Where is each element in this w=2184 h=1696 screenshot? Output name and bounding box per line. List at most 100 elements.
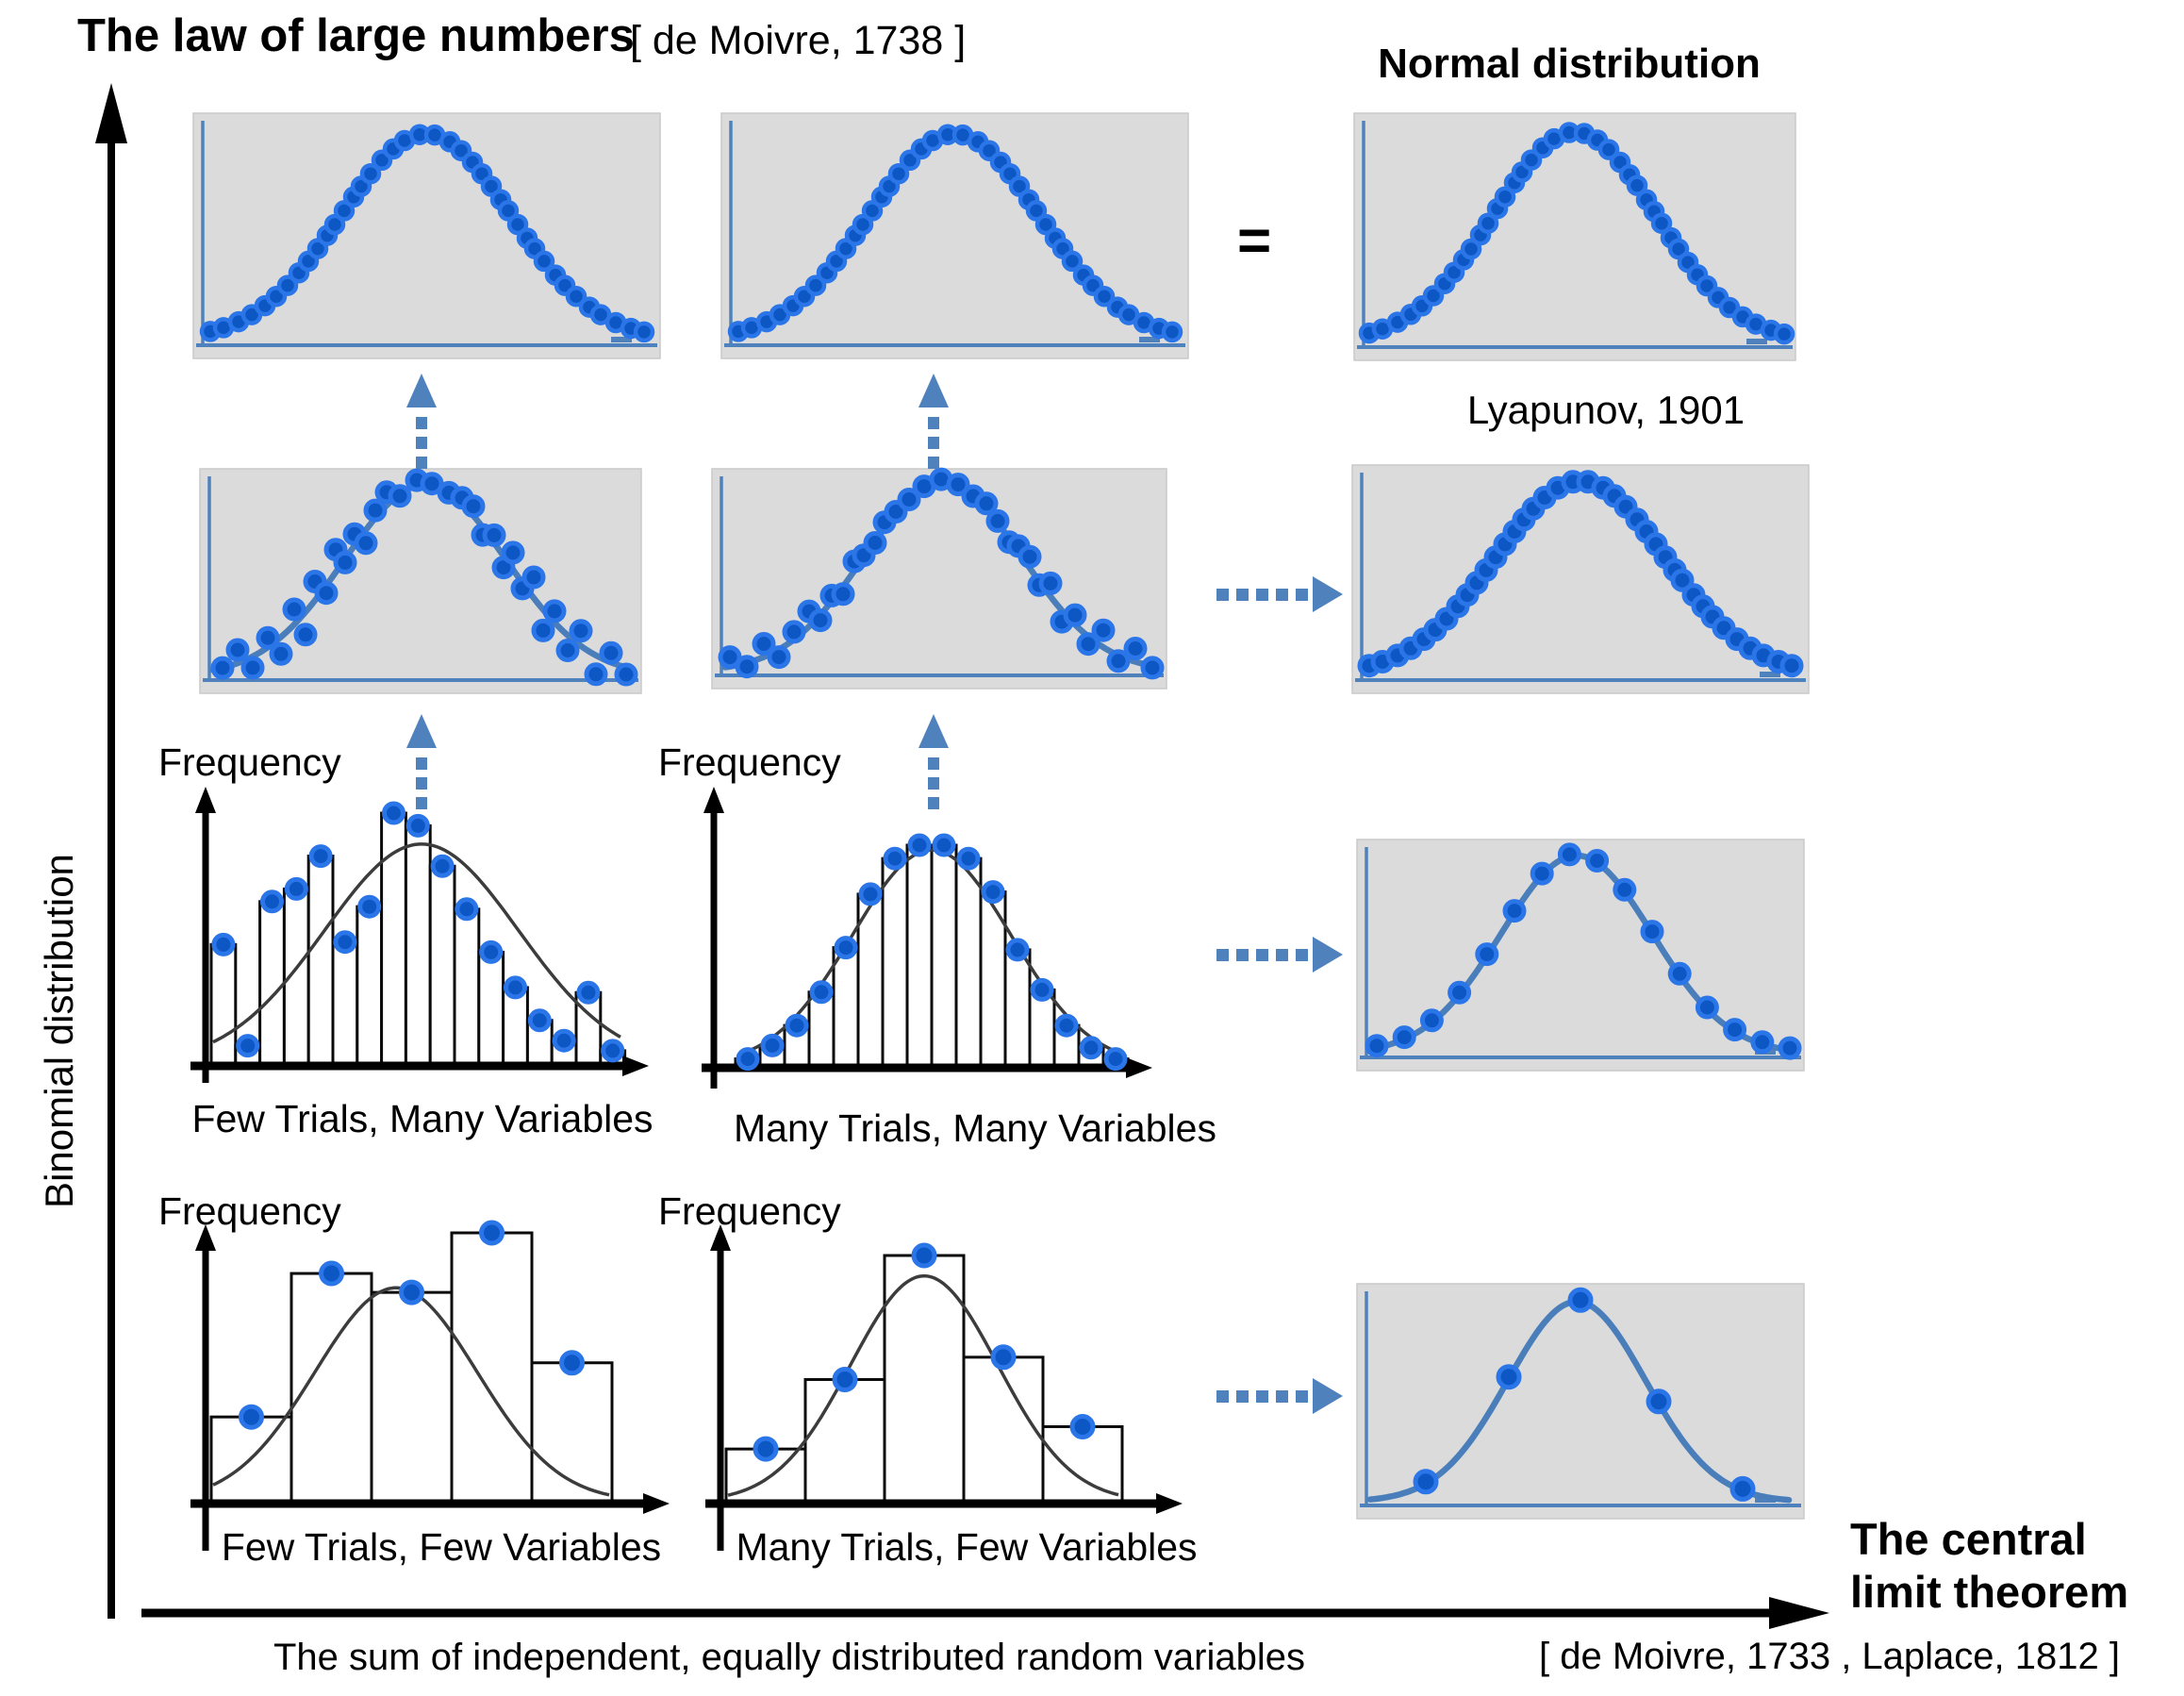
dashed-right-arrow-icon <box>1216 937 1343 973</box>
panel-background <box>192 112 661 359</box>
data-dot <box>1494 186 1516 208</box>
data-dot <box>388 484 412 508</box>
data-dot <box>1025 200 1048 222</box>
data-dot <box>314 581 339 606</box>
data-dot <box>333 930 357 955</box>
data-dot <box>506 213 529 236</box>
data-dot <box>1640 920 1664 944</box>
histogram-bar <box>832 946 860 1070</box>
dash <box>1256 949 1268 961</box>
data-dot <box>858 882 883 906</box>
data-dot <box>225 638 250 662</box>
dash <box>928 797 939 809</box>
data-dot <box>1069 1414 1096 1439</box>
panel-background <box>199 468 642 694</box>
x-axis-arrowhead-icon <box>1126 1057 1152 1078</box>
data-dot <box>293 623 318 647</box>
data-dot <box>1475 942 1499 967</box>
data-dot <box>333 550 357 574</box>
panel-background <box>720 112 1189 359</box>
data-dot <box>359 162 382 185</box>
normal-distribution-title: Normal distribution <box>1378 41 1761 87</box>
data-dot <box>333 200 356 222</box>
data-dot <box>533 250 555 273</box>
data-dot <box>1103 1047 1128 1072</box>
data-dot <box>907 833 932 857</box>
dash <box>1236 1390 1249 1403</box>
arrowhead <box>406 714 437 748</box>
data-dot <box>852 213 874 236</box>
panel-r1p2 <box>720 112 1189 359</box>
dash <box>1276 589 1288 601</box>
histogram-bar <box>209 942 238 1068</box>
data-dot <box>1034 213 1057 236</box>
dash <box>928 757 939 770</box>
data-dot <box>1778 1036 1802 1060</box>
histogram-bar <box>962 1355 1045 1505</box>
frequency-label-row3-right: Frequency <box>658 740 841 784</box>
data-dot <box>282 597 306 622</box>
data-dot <box>542 599 567 624</box>
data-dot <box>1063 603 1087 627</box>
caption-few-trials-many-variables: Few Trials, Many Variables <box>191 1097 654 1140</box>
data-dot <box>1567 1287 1594 1313</box>
data-dot <box>861 200 884 222</box>
data-dot <box>319 1260 344 1287</box>
data-dot <box>504 975 527 1000</box>
caption-many-trials-many-variables: Many Trials, Many Variables <box>734 1106 1216 1150</box>
data-dot <box>1419 1008 1444 1033</box>
dash <box>928 777 939 790</box>
panel-r1p3 <box>1353 112 1796 361</box>
data-dot <box>785 1013 809 1038</box>
data-dot <box>1365 1034 1389 1058</box>
axis-end-step <box>1760 672 1780 677</box>
data-dot <box>1061 250 1084 273</box>
arrowhead <box>918 714 949 748</box>
data-dot <box>455 897 479 922</box>
data-dot <box>269 641 293 666</box>
histogram-h3 <box>190 1220 670 1551</box>
data-dot <box>479 939 504 964</box>
x-axis-arrowhead-icon <box>622 1056 649 1076</box>
data-dot <box>357 894 382 919</box>
dash <box>1276 949 1288 961</box>
data-dot <box>576 980 601 1005</box>
data-dot <box>236 1034 260 1058</box>
histogram-h1 <box>190 787 649 1083</box>
data-dot <box>1123 637 1148 660</box>
dashed-up-arrow-icon <box>406 374 437 469</box>
dash <box>416 777 427 790</box>
data-dot <box>1773 323 1795 345</box>
dash <box>1296 949 1308 961</box>
data-dot <box>883 846 907 871</box>
data-dot <box>552 1028 576 1053</box>
data-dot <box>1667 961 1692 986</box>
data-dot <box>946 473 970 497</box>
arrowhead <box>1313 1378 1343 1414</box>
data-dot <box>834 936 858 960</box>
data-dot <box>1054 1013 1079 1038</box>
data-dot <box>399 1279 424 1305</box>
central-limit-title-line1: The central <box>1850 1514 2087 1564</box>
histogram-bar <box>428 864 456 1068</box>
data-dot <box>599 640 623 665</box>
data-dot <box>736 1047 760 1072</box>
frequency-label-row4-left: Frequency <box>158 1189 341 1233</box>
data-dot <box>482 523 506 547</box>
dash <box>928 457 939 469</box>
caption-few-trials-few-variables: Few Trials, Few Variables <box>221 1525 662 1569</box>
data-dot <box>1496 1364 1522 1390</box>
data-dot <box>1477 212 1499 234</box>
panel-r1p1 <box>192 112 661 359</box>
data-dot <box>531 618 555 642</box>
panel-background <box>1351 464 1810 694</box>
central-limit-title-line2: limit theorem <box>1850 1567 2129 1618</box>
axis-end-step <box>611 337 632 342</box>
arrowhead <box>1313 937 1343 973</box>
dash <box>416 437 427 449</box>
data-dot <box>1520 149 1543 171</box>
page-title-citation: [ de Moivre, 1738 ] <box>630 18 967 63</box>
dashed-right-arrow-icon <box>1216 1378 1343 1414</box>
data-dot <box>1723 1018 1747 1042</box>
dash <box>1296 1390 1308 1403</box>
